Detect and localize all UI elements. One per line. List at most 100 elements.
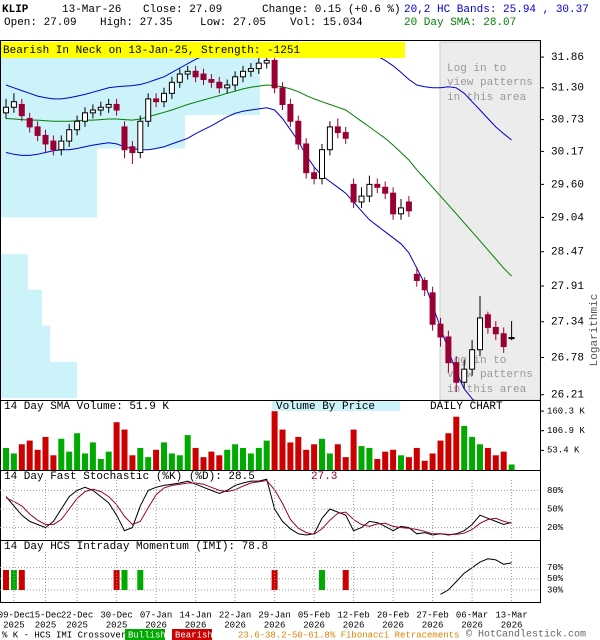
x-tick-year: 2025 bbox=[66, 620, 88, 630]
footer: % K - HCS IMI Crossover, Bullish Bearish… bbox=[2, 629, 586, 640]
x-tick-label: 09-Dec bbox=[0, 610, 30, 620]
x-tick-year: 2026 bbox=[422, 620, 444, 630]
volume-title: 14 Day SMA Volume: 51.9 K bbox=[4, 401, 169, 413]
candle-body bbox=[105, 103, 112, 108]
candle-body bbox=[153, 98, 160, 103]
volume-bar bbox=[255, 447, 262, 470]
candle-body bbox=[168, 81, 175, 94]
y-tick-label: 28.47 bbox=[551, 247, 584, 259]
stochastic-line bbox=[5, 478, 512, 536]
y-tick-label: 30.73 bbox=[551, 114, 584, 126]
imi-frame bbox=[0, 540, 541, 603]
candle-body bbox=[398, 207, 404, 215]
volume-bar bbox=[421, 460, 428, 470]
candle-body bbox=[184, 70, 191, 75]
candle-body bbox=[508, 337, 515, 340]
candle-body bbox=[358, 195, 365, 203]
y-tick-label: 31.30 bbox=[551, 83, 584, 95]
notice: Log in to bbox=[447, 355, 506, 367]
x-tick-year: 2026 bbox=[382, 620, 404, 630]
candle-body bbox=[271, 59, 278, 89]
price-panel bbox=[439, 41, 541, 401]
date: 13-Mar-26 bbox=[62, 4, 121, 16]
volume-bar bbox=[461, 425, 468, 470]
volume-bar bbox=[74, 433, 81, 470]
volume-bar bbox=[429, 453, 436, 470]
candle-body bbox=[319, 149, 325, 180]
volume-bar bbox=[121, 429, 128, 470]
candle-body bbox=[10, 101, 17, 108]
low: Low: 27.05 bbox=[200, 17, 266, 29]
volume-bar bbox=[326, 453, 333, 470]
lower-band bbox=[5, 107, 475, 400]
candle-body bbox=[437, 323, 444, 338]
candle-body bbox=[42, 134, 49, 145]
candle-body bbox=[89, 109, 96, 114]
candle-body bbox=[145, 98, 152, 122]
candle-body bbox=[477, 317, 483, 351]
change: Change: 0.15 (+0.6 %) bbox=[262, 4, 401, 16]
x-tick-year: 2026 bbox=[461, 620, 483, 630]
vbp-bar bbox=[0, 362, 77, 399]
volume-bar bbox=[469, 436, 476, 470]
notice: view patterns bbox=[447, 369, 533, 381]
y-tick-label: 70% bbox=[547, 563, 564, 573]
volume-bar bbox=[113, 422, 120, 470]
crossover-legend: % K - HCS IMI Crossover, bbox=[2, 630, 132, 640]
volume-bar bbox=[342, 457, 349, 470]
candle-body bbox=[34, 126, 41, 136]
x-tick-year: 2026 bbox=[145, 620, 167, 630]
volume-bar bbox=[437, 440, 444, 470]
y-tick-label: 29.04 bbox=[551, 212, 584, 224]
candle-body bbox=[232, 76, 239, 86]
vol: Vol: 15.034 bbox=[290, 17, 363, 29]
candle-body bbox=[216, 81, 223, 89]
crossover-bar bbox=[319, 570, 325, 590]
volume-bar bbox=[153, 449, 160, 470]
candle-body bbox=[176, 73, 183, 83]
volume-by-price bbox=[0, 49, 260, 399]
bullish: Bullish bbox=[128, 630, 166, 640]
volume-bar bbox=[66, 451, 73, 470]
bearish-swatch bbox=[172, 629, 212, 640]
stochastic-line bbox=[5, 479, 512, 535]
x-tick-label: 30-Dec bbox=[100, 610, 132, 620]
volume-bar bbox=[240, 447, 246, 470]
volume-bar bbox=[129, 455, 136, 470]
notice: in this area bbox=[447, 92, 527, 104]
y-tick-label: 160.3 K bbox=[547, 406, 585, 416]
volume-bar bbox=[405, 457, 412, 470]
candle-body bbox=[413, 273, 420, 281]
candle-body bbox=[74, 120, 81, 131]
candle-body bbox=[405, 201, 412, 212]
y-tick-label: 26.21 bbox=[551, 390, 584, 402]
y-tick-label: 26.78 bbox=[551, 352, 584, 364]
candle-body bbox=[421, 279, 428, 291]
volume-bar bbox=[192, 447, 199, 470]
notice: view patterns bbox=[447, 77, 533, 89]
symbol: KLIP bbox=[2, 4, 29, 16]
volume-bar bbox=[200, 457, 207, 470]
fibonacci: 23.6-38.2-50-61.8% Fibonacci Retracement… bbox=[238, 630, 459, 640]
candles bbox=[3, 54, 515, 393]
volume-bar bbox=[26, 440, 33, 470]
candle-body bbox=[326, 126, 333, 151]
open: Open: 27.09 bbox=[4, 17, 77, 29]
candle-body bbox=[161, 92, 167, 103]
y-tick-label: 27.34 bbox=[551, 317, 584, 329]
volume-bar bbox=[366, 447, 373, 470]
candle-body bbox=[208, 79, 215, 83]
candle-body bbox=[113, 103, 120, 111]
candle-body bbox=[224, 84, 231, 89]
volume-bar bbox=[382, 451, 389, 470]
candle-body bbox=[121, 126, 128, 151]
volume-bar bbox=[58, 438, 65, 470]
locked-notice: Log in to view patterns in this area Log… bbox=[447, 63, 533, 396]
imi-title: 14 Day HCS Intraday Momentum (IMI): 78.8 bbox=[4, 541, 268, 553]
vbp-label: Volume By Price bbox=[276, 401, 375, 413]
notice: Log in to bbox=[447, 63, 506, 75]
candle-body bbox=[382, 186, 389, 194]
candle-body bbox=[200, 73, 207, 81]
volume-bar bbox=[303, 449, 310, 470]
x-tick-year: 2026 bbox=[185, 620, 207, 630]
